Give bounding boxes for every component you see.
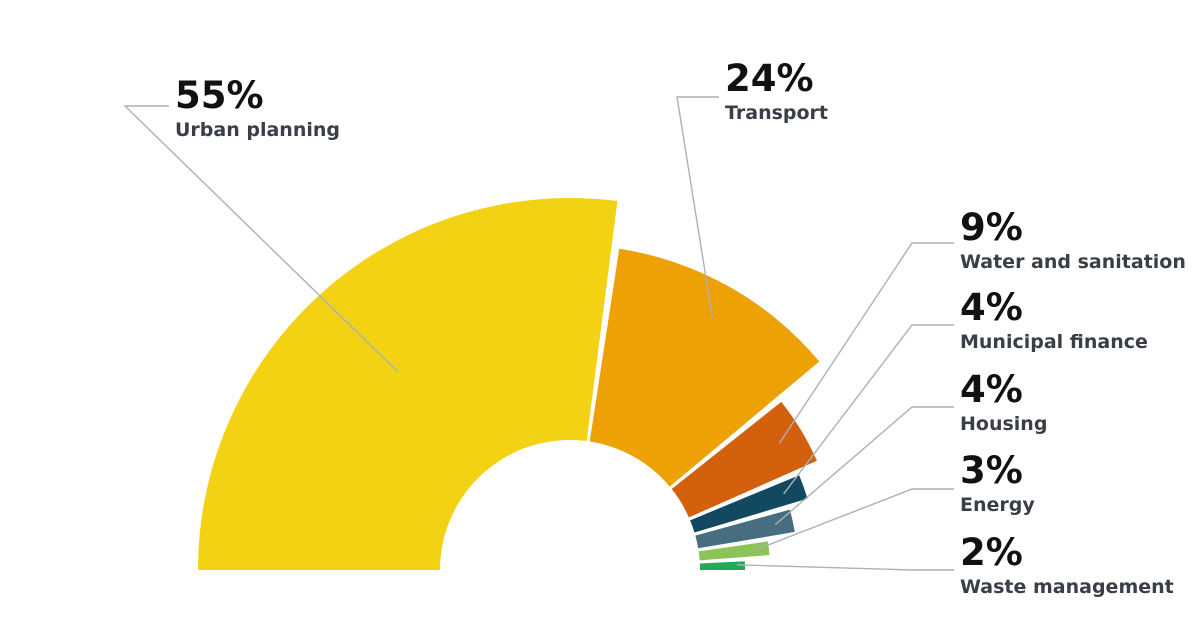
slice-energy bbox=[698, 541, 770, 561]
value-label-water-and-sanitation: 9% bbox=[960, 206, 1023, 249]
leader-lines-layer bbox=[123, 96, 954, 571]
value-label-transport: 24% bbox=[725, 57, 814, 100]
category-label-energy: Energy bbox=[960, 494, 1035, 516]
slice-urban-planning bbox=[198, 198, 618, 570]
leader-line-transport bbox=[676, 96, 719, 318]
category-label-water-and-sanitation: Water and sanitation bbox=[960, 251, 1186, 273]
slice-waste-management bbox=[699, 561, 745, 570]
leader-line-urban-planning bbox=[123, 105, 398, 372]
leader-line-energy bbox=[756, 488, 954, 551]
category-label-urban-planning: Urban planning bbox=[175, 119, 340, 141]
category-label-waste-management: Waste management bbox=[960, 576, 1174, 598]
value-label-energy: 3% bbox=[960, 449, 1023, 492]
value-label-municipal-finance: 4% bbox=[960, 286, 1023, 329]
leader-line-housing bbox=[774, 406, 954, 526]
value-label-housing: 4% bbox=[960, 368, 1023, 411]
category-label-transport: Transport bbox=[725, 102, 828, 124]
slice-water-and-sanitation bbox=[671, 401, 817, 518]
slice-transport bbox=[589, 248, 820, 487]
leader-line-water-and-sanitation bbox=[778, 242, 954, 444]
value-label-waste-management: 2% bbox=[960, 531, 1023, 574]
slice-housing bbox=[695, 509, 795, 549]
value-label-urban-planning: 55% bbox=[175, 74, 264, 117]
slices-layer bbox=[198, 198, 820, 570]
labels-layer: 55%Urban planning 24%Transport 9%Water and… bbox=[175, 57, 1186, 598]
leader-line-municipal-finance bbox=[783, 324, 954, 495]
category-label-municipal-finance: Municipal finance bbox=[960, 331, 1148, 353]
leader-line-waste-management bbox=[736, 564, 954, 571]
category-label-housing: Housing bbox=[960, 413, 1047, 435]
slice-municipal-finance bbox=[690, 475, 808, 533]
